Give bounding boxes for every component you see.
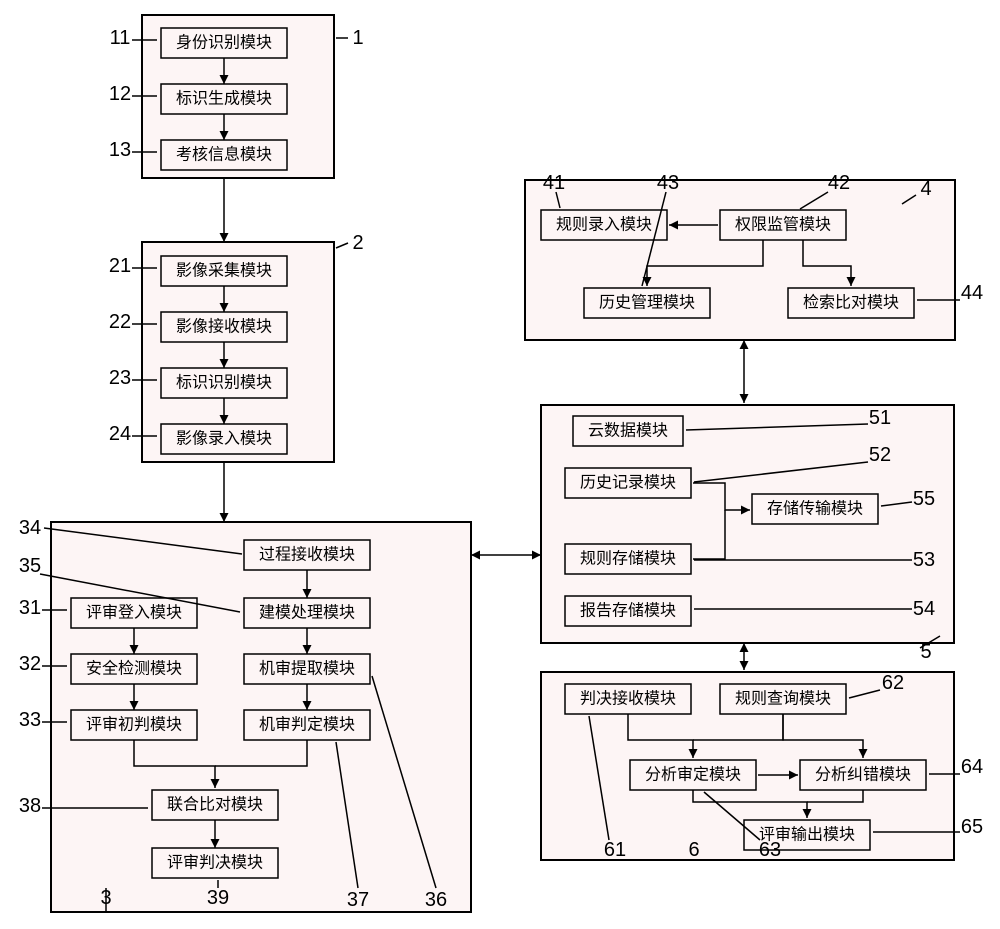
node-number: 37	[347, 889, 369, 911]
node-number: 42	[828, 172, 850, 194]
node-number: 52	[869, 444, 891, 466]
node-label: 云数据模块	[588, 422, 668, 440]
node-label: 规则查询模块	[735, 690, 831, 708]
node-label: 身份识别模块	[176, 34, 272, 52]
node-number: 65	[961, 816, 983, 838]
diagram-canvas: 身份识别模块11标识生成模块12考核信息模块13影像采集模块21影像接收模块22…	[0, 0, 1000, 929]
node-number: 22	[109, 311, 131, 333]
node-number: 24	[109, 423, 131, 445]
node-label: 报告存储模块	[580, 602, 676, 620]
node-label: 判决接收模块	[580, 690, 676, 708]
node-label: 历史管理模块	[599, 294, 695, 312]
node-label: 建模处理模块	[259, 604, 355, 622]
node-label: 机审判定模块	[259, 716, 355, 734]
node-number: 62	[882, 672, 904, 694]
node-label: 安全检测模块	[86, 660, 182, 678]
node-number: 64	[961, 756, 983, 778]
group-number: 4	[920, 178, 931, 200]
node-label: 评审判决模块	[167, 854, 263, 872]
node-number: 43	[657, 172, 679, 194]
node-number: 55	[913, 488, 935, 510]
node-number: 44	[961, 282, 983, 304]
node-number: 32	[19, 653, 41, 675]
node-label: 评审登入模块	[86, 604, 182, 622]
node-number: 38	[19, 795, 41, 817]
node-label: 分析审定模块	[645, 766, 741, 784]
node-number: 41	[543, 172, 565, 194]
node-label: 标识识别模块	[176, 374, 272, 392]
node-number: 31	[19, 597, 41, 619]
node-number: 39	[207, 887, 229, 909]
node-number: 36	[425, 889, 447, 911]
node-number: 35	[19, 555, 41, 577]
node-number: 12	[109, 83, 131, 105]
node-number: 23	[109, 367, 131, 389]
node-label: 过程接收模块	[259, 546, 355, 564]
node-label: 检索比对模块	[803, 294, 899, 312]
group-number: 1	[352, 27, 363, 49]
node-label: 影像接收模块	[176, 318, 272, 336]
node-number: 13	[109, 139, 131, 161]
node-label: 考核信息模块	[176, 146, 272, 164]
group-number: 6	[688, 839, 699, 861]
node-number: 21	[109, 255, 131, 277]
node-label: 规则录入模块	[556, 216, 652, 234]
node-number: 54	[913, 598, 935, 620]
node-label: 历史记录模块	[580, 474, 676, 492]
node-label: 分析纠错模块	[815, 766, 911, 784]
node-number: 11	[110, 27, 131, 49]
node-number: 51	[869, 407, 891, 429]
node-number: 34	[19, 517, 41, 539]
leader-line	[336, 243, 348, 248]
node-label: 权限监管模块	[735, 216, 831, 234]
node-label: 影像录入模块	[176, 430, 272, 448]
group-number: 2	[352, 232, 363, 254]
node-label: 规则存储模块	[580, 550, 676, 568]
node-number: 61	[604, 839, 626, 861]
node-number: 33	[19, 709, 41, 731]
node-number: 53	[913, 549, 935, 571]
node-label: 标识生成模块	[176, 90, 272, 108]
node-label: 存储传输模块	[767, 500, 863, 518]
node-label: 机审提取模块	[259, 660, 355, 678]
node-label: 联合比对模块	[167, 796, 263, 814]
node-label: 影像采集模块	[176, 262, 272, 280]
node-label: 评审初判模块	[86, 716, 182, 734]
node-number: 63	[759, 839, 781, 861]
